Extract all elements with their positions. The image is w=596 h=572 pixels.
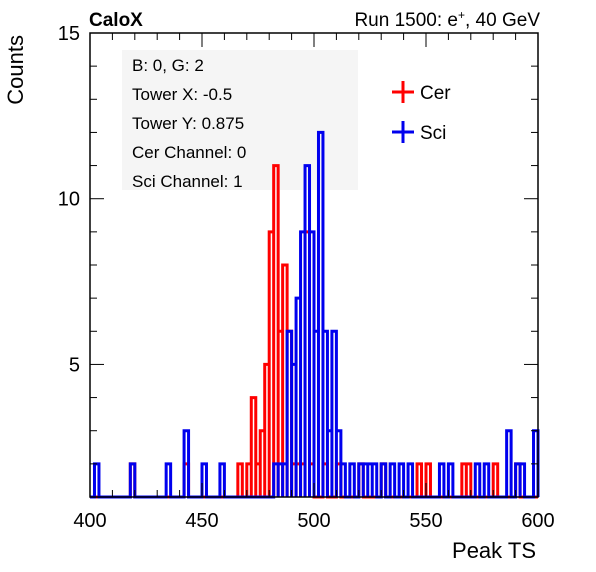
histogram-bin-sci <box>305 166 309 497</box>
histogram-bin-sci <box>507 431 511 497</box>
histogram-bin-sci <box>372 464 376 497</box>
histogram-bin-cer <box>466 464 470 497</box>
histogram-bin-sci <box>314 331 318 497</box>
histogram-bin-sci <box>220 464 224 497</box>
histogram-bin-sci <box>359 464 363 497</box>
histogram-bin-sci <box>516 464 520 497</box>
x-tick-label: 450 <box>185 510 218 532</box>
histogram-bin-cer <box>238 464 242 497</box>
histogram-bin-sci <box>336 431 340 497</box>
info-line: Tower X: -0.5 <box>132 85 232 104</box>
histogram-bin-sci <box>520 464 524 497</box>
ticks-layer: 400 450 500 550 600 5 10 15 <box>58 23 555 532</box>
histogram-bin-sci <box>484 464 488 497</box>
histogram-bin-cer <box>256 464 260 497</box>
histogram-bin-sci <box>332 331 336 497</box>
histogram-bin-sci <box>166 464 170 497</box>
histogram-bin-sci <box>292 364 296 497</box>
histogram-bin-sci <box>130 464 134 497</box>
histogram-bin-cer <box>274 166 278 497</box>
legend: Cer Sci <box>392 81 451 144</box>
x-tick-label: 550 <box>409 510 442 532</box>
info-line: Sci Channel: 1 <box>132 172 243 191</box>
x-axis-label: Peak TS <box>452 538 536 563</box>
x-tick-label: 400 <box>73 510 106 532</box>
histogram-bin-sci <box>381 464 385 497</box>
histogram-bin-sci <box>350 464 354 497</box>
histogram-bin-sci <box>296 298 300 497</box>
histogram-bin-sci <box>448 464 452 497</box>
info-line: Tower Y: 0.875 <box>132 114 244 133</box>
legend-label-cer: Cer <box>420 83 451 104</box>
histogram-bin-sci <box>390 464 394 497</box>
histogram-bin-sci <box>408 464 412 497</box>
histogram-bin-cer <box>260 431 264 497</box>
histogram-bin-sci <box>475 464 479 497</box>
x-tick-label: 500 <box>297 510 330 532</box>
histogram-bin-cer <box>417 464 421 497</box>
histogram-bin-sci <box>368 464 372 497</box>
histogram-bin-sci <box>274 464 278 497</box>
histogram-bin-sci <box>327 431 331 497</box>
histogram-bin-sci <box>318 132 322 497</box>
legend-label-sci: Sci <box>420 123 446 144</box>
histogram-bin-cer <box>426 464 430 497</box>
histogram-bin-sci <box>399 464 403 497</box>
histogram-bin-sci <box>323 331 327 497</box>
histogram-bin-cer <box>269 232 273 497</box>
histogram-bin-sci <box>287 331 291 497</box>
histogram-bin-sci <box>94 464 98 497</box>
histogram-bin-cer <box>247 464 251 497</box>
histogram-bin-sci <box>310 232 314 497</box>
histogram-bin-sci <box>278 464 282 497</box>
info-line: B: 0, G: 2 <box>132 56 204 75</box>
histogram-bin-cer <box>265 364 269 497</box>
y-tick-label: 5 <box>69 354 80 376</box>
histogram-bin-cer <box>462 464 466 497</box>
histogram-bin-sci <box>301 232 305 497</box>
histogram-bin-sci <box>341 464 345 497</box>
histogram-bin-sci <box>202 464 206 497</box>
info-text-lines: B: 0, G: 2 Tower X: -0.5 Tower Y: 0.875 Cer… <box>132 56 246 191</box>
x-tick-label: 600 <box>521 510 554 532</box>
y-axis-label: Counts <box>3 35 28 105</box>
info-line: Cer Channel: 0 <box>132 143 246 162</box>
histogram-bin-cer <box>493 464 497 497</box>
header-left-label: CaloX <box>89 10 143 31</box>
histogram-bin-cer <box>251 398 255 497</box>
y-tick-label: 15 <box>58 23 80 45</box>
histogram-bin-sci <box>184 431 188 497</box>
histogram-bin-sci <box>363 464 367 497</box>
histogram-bin-sci <box>439 464 443 497</box>
histogram-bin-sci <box>283 464 287 497</box>
header-run-label: Run 1500: e+, 40 GeV <box>354 8 540 31</box>
y-tick-label: 10 <box>58 189 80 211</box>
